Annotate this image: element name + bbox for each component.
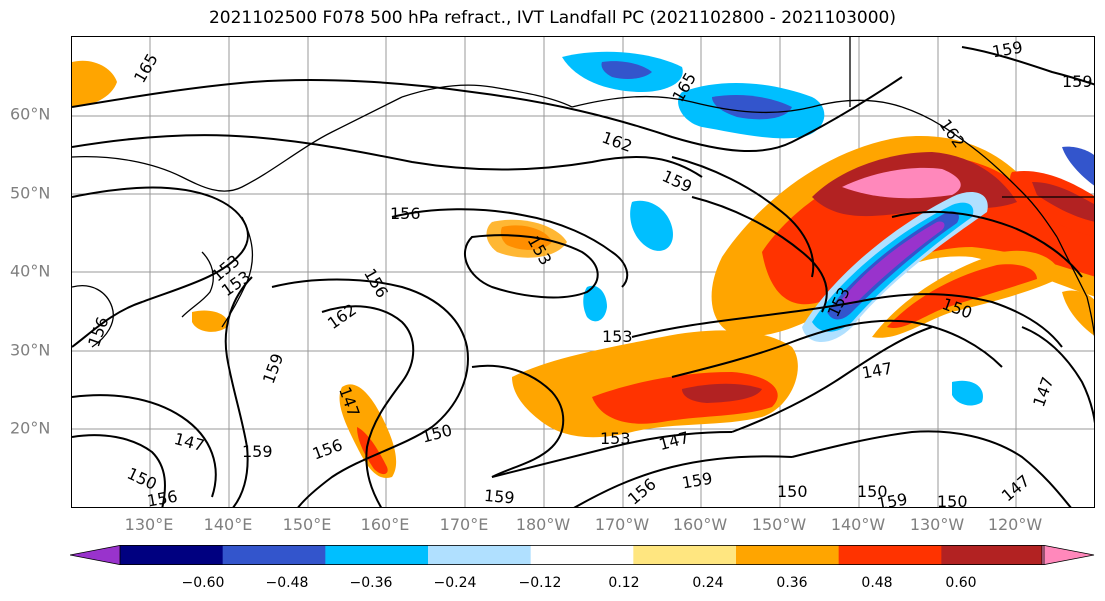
east-negative (952, 380, 983, 406)
contour-label: 156 (360, 265, 392, 301)
lon-label-180w: 180°W (515, 515, 571, 534)
colorbar (70, 545, 1095, 565)
southcoast-orange (1062, 290, 1094, 336)
colorbar-arrow-right (1041, 545, 1095, 565)
contour-label: 156 (146, 487, 179, 508)
colorbar-tick: 0.12 (608, 575, 640, 591)
lat-label-40n: 40°N (10, 261, 51, 281)
midpacific-negative-2 (583, 285, 607, 322)
colorbar-segment (325, 545, 429, 565)
colorbar-tick: 0.48 (861, 575, 893, 591)
lon-label-160w: 160°W (672, 515, 728, 534)
westpac-positive-orange (339, 384, 397, 478)
contour-label: 147 (1029, 374, 1057, 409)
colorbar-arrow-left (70, 545, 123, 565)
lon-label-140w: 140°W (830, 515, 886, 534)
shading-regions (72, 51, 1094, 478)
midpacific-negative (630, 200, 673, 251)
contour-label: 153 (600, 429, 631, 448)
colorbar-border (119, 545, 1045, 565)
colorbar-tick: 0.36 (776, 575, 808, 591)
lat-label-20n: 20°N (10, 418, 51, 438)
wpac-orange-blob (192, 310, 228, 332)
map-svg: 165 162 159 156 153 150 147 165 162 159 … (72, 37, 1094, 508)
subtropical-positive-darkred (682, 383, 762, 403)
westcoast-negative (1062, 146, 1094, 186)
contour-label: 150 (937, 492, 968, 508)
contour-label: 159 (483, 486, 515, 508)
lon-label-120w: 120°W (987, 515, 1043, 534)
contour-label: 156 (84, 314, 112, 349)
colorbar-segment (120, 545, 224, 565)
central-positive-outer (486, 219, 567, 258)
kamchatka-positive (72, 60, 117, 107)
colorbar-segment (736, 545, 840, 565)
colorbar-segment (530, 545, 634, 565)
colorbar-segment (838, 545, 942, 565)
contour-label: 156 (624, 474, 660, 508)
contour-label: 150 (857, 482, 888, 501)
contour-label: 150 (420, 420, 454, 446)
colorbar-tick: −0.36 (349, 575, 393, 591)
contour-label: 147 (998, 471, 1034, 505)
height-contours (72, 46, 1094, 507)
contour-label: 153 (602, 327, 633, 346)
contour-label: 159 (875, 489, 908, 508)
contour-label: 162 (599, 128, 634, 156)
map-panel: 165 162 159 156 153 150 147 165 162 159 … (71, 36, 1095, 508)
westpac-positive-red (357, 427, 388, 475)
colorbar-segment (222, 545, 326, 565)
bering-negative-inner (601, 61, 652, 80)
contour-label: 156 (310, 435, 345, 463)
contour-label: 159 (259, 351, 287, 386)
contour-label: 147 (860, 359, 893, 383)
gulf-alaska-negative-inner (712, 95, 792, 120)
contour-label: 159 (991, 37, 1024, 61)
colorbar-segment (428, 545, 532, 565)
contour-label: 159 (1062, 72, 1093, 91)
lat-label-60n: 60°N (10, 104, 51, 124)
lon-label-140e: 140°E (203, 515, 253, 534)
lon-label-130e: 130°E (124, 515, 174, 534)
contour-label: 150 (777, 482, 808, 501)
contour-label: 162 (324, 300, 360, 333)
colorbar-tick: 0.60 (945, 575, 977, 591)
lon-label-150w: 150°W (751, 515, 807, 534)
colorbar-tick: −0.60 (181, 575, 225, 591)
lon-label-150e: 150°E (282, 515, 332, 534)
westcoast-positive-darkred (1032, 182, 1094, 222)
colorbar-segments (70, 545, 1095, 565)
lat-label-50n: 50°N (10, 183, 51, 203)
lon-label-170e: 170°E (439, 515, 489, 534)
contour-label: 159 (680, 469, 713, 493)
contour-label: 147 (657, 428, 691, 454)
colorbar-segment (633, 545, 737, 565)
contour-label: 156 (390, 204, 421, 223)
contour-label: 165 (130, 50, 162, 86)
colorbar-tick: −0.24 (433, 575, 477, 591)
lon-label-160e: 160°E (360, 515, 410, 534)
lon-label-170w: 170°W (594, 515, 650, 534)
lat-label-30n: 30°N (10, 340, 51, 360)
colorbar-tick: 0.24 (692, 575, 724, 591)
map-title: 2021102500 F078 500 hPa refract., IVT La… (208, 8, 896, 28)
lon-label-130w: 130°W (909, 515, 965, 534)
contour-label: 159 (659, 166, 695, 196)
contour-label: 159 (242, 442, 273, 461)
colorbar-segment (941, 545, 1045, 565)
colorbar-tick: −0.48 (265, 575, 309, 591)
positive-band-pink (842, 167, 961, 199)
negative-band-purple (842, 221, 945, 305)
colorbar-tick: −0.12 (518, 575, 562, 591)
